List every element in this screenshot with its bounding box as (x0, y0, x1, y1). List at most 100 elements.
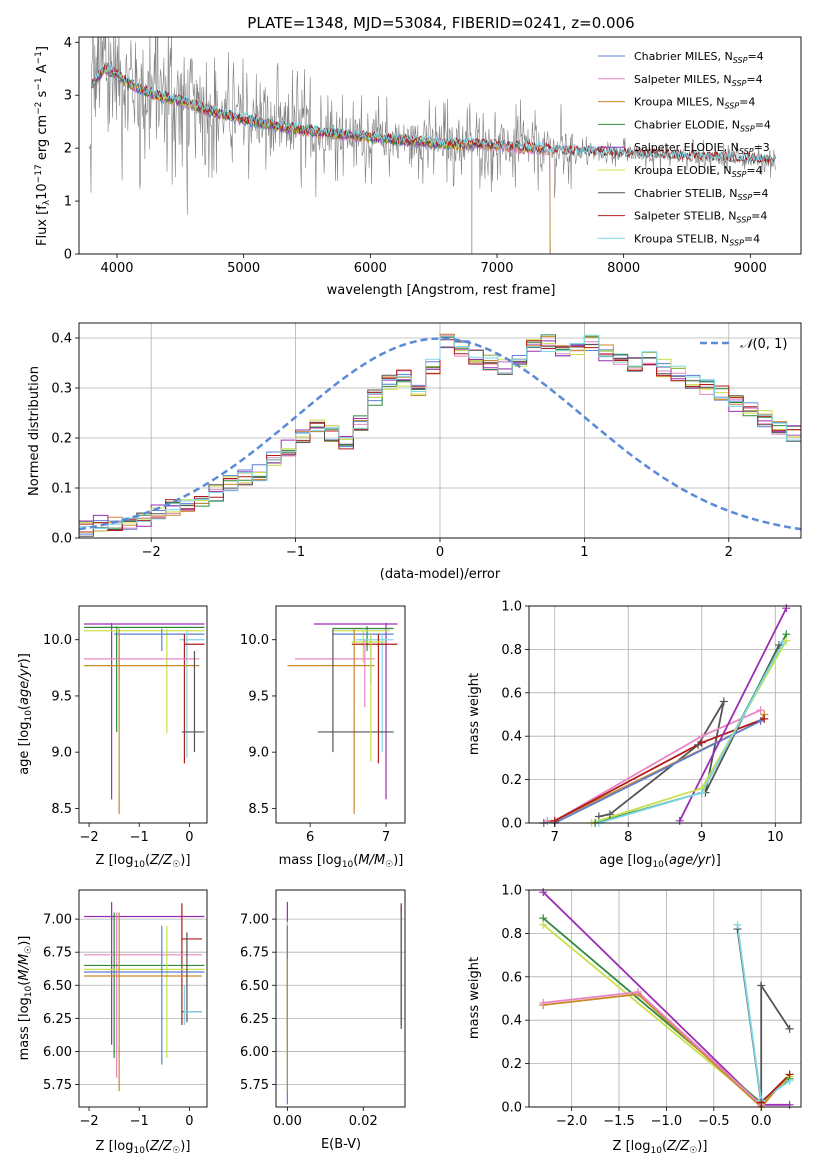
p5-ytick-label-2: 6.25 (43, 1012, 72, 1027)
residuals-xlabel: (data-model)/error (380, 567, 501, 582)
p1-marks (79, 333, 801, 537)
p7-line-kroupa-stelib (736, 924, 791, 1103)
p4-marker-salpeter-miles-0 (543, 816, 552, 825)
mass-vs-z-xlabel: Z [log10(Z/Z☉)] (96, 1139, 191, 1156)
mass-vs-ebv-panel: 0.00 0.02 5.75 6.00 6.25 6.50 6.75 7.00 E(B-V) (240, 889, 406, 1152)
mw-vs-age-ylabel: mass weight (467, 673, 482, 755)
p7-marker-chabrier-stelib-2 (757, 981, 766, 990)
spectrum-legend: Chabrier MILES, NSSP=4 Salpeter MILES, NS… (598, 50, 771, 247)
p0-xtick-label-5: 9000 (734, 261, 767, 276)
p5-xtick-label-2: 0 (185, 1114, 193, 1129)
p2-ytick-label-3: 10.0 (43, 633, 72, 648)
spectrum-ticks: 4000 5000 6000 7000 8000 9000 0 1 2 3 4 (64, 36, 802, 276)
ylabel-part-c: 10 (35, 183, 50, 200)
hist-kroupa-stelib (79, 334, 801, 529)
p7-marker-salpeter-miles-1 (633, 987, 642, 996)
p2-xtick-label-1: −1 (130, 830, 149, 845)
mw-vs-age-xlabel: age [log10(age/yr)] (599, 853, 721, 870)
p1-xtick-label-4: 2 (725, 545, 733, 560)
p3-ytick-label-2: 9.5 (248, 689, 269, 704)
p3-xtick-label-1: 7 (382, 830, 390, 845)
p5-ytick-label-5: 7.00 (43, 913, 72, 928)
age-vs-z-plot-area (84, 622, 205, 815)
p0-ytick-label-0: 0 (64, 248, 72, 263)
p7-ytick-label-0: 0.0 (501, 1101, 522, 1116)
p7-marker-salpeter-stelib-1 (785, 1070, 794, 1079)
p0-ytick-label-2: 2 (64, 142, 72, 157)
p4-line-kroupa-miles (543, 714, 765, 823)
p4-xtick-label-1: 8 (624, 830, 632, 845)
hist-kroupa-elodie (79, 335, 801, 532)
ylabel-part-d: −17 (34, 164, 44, 183)
p7-xtick-label-2: −1.0 (651, 1114, 683, 1129)
model-line-kroupa-stelib (91, 61, 777, 165)
p7-ytick-label-4: 0.8 (501, 927, 522, 942)
mass-vs-z-panel: −2 −1 0 5.75 6.00 6.25 6.50 6.75 7.00 Z [log10(Z… (17, 889, 208, 1156)
mw-vs-age-plot-area (529, 604, 801, 827)
legend-label-salpeter-miles: Salpeter MILES, NSSP=4 (634, 73, 763, 88)
p7-line-salpeter-miles (543, 991, 762, 1106)
p0-xtick-label-3: 7000 (480, 261, 513, 276)
p6-ytick-label-5: 7.00 (240, 913, 269, 928)
mass-vs-z-plot-area (79, 901, 207, 1092)
p6-xtick-label-1: 0.02 (349, 1114, 378, 1129)
ylabel-part-e: erg cm (35, 115, 50, 164)
age-vs-mass-ticks: 6 7 8.5 9.0 9.5 10.0 (240, 605, 406, 845)
p4-ytick-label-3: 0.6 (501, 686, 522, 701)
p1-ytick-label-3: 0.3 (51, 382, 72, 397)
mw-vs-z-ticks: −2.0 −1.5 −1.0 −0.5 0.0 0.0 0.2 0.4 0.6 0.8 1.0 (501, 884, 802, 1129)
p7-marker-salpeter-elodie-2 (785, 1100, 794, 1109)
ylabel-part-i: A (35, 64, 50, 77)
p3-ytick-label-0: 8.5 (248, 802, 269, 817)
p4-ytick-label-2: 0.4 (501, 730, 522, 745)
p0-frame (78, 36, 802, 255)
mw-vs-age-ticks: 7 8 9 10 0.0 0.2 0.4 0.6 0.8 1.0 (501, 600, 802, 845)
legend-label-salpeter-elodie: Salpeter ELODIE, NSSP=3 (634, 141, 770, 156)
p1-xtick-label-2: 0 (436, 545, 444, 560)
legend-label-chabrier-miles: Chabrier MILES, NSSP=4 (634, 50, 764, 65)
p7-frame (528, 889, 802, 1108)
p4-marker-kroupa-stelib-1 (697, 788, 706, 797)
mass-vs-ebv-plot-area (276, 901, 405, 1105)
ylabel-part-h: −1 (34, 77, 44, 90)
p7-xtick-label-0: −2.0 (556, 1114, 588, 1129)
data-spectrum-line (88, 37, 776, 215)
p0-ytick-label-4: 4 (64, 36, 72, 51)
p7-ytick-label-2: 0.4 (501, 1014, 522, 1029)
p3-xtick-label-0: 6 (306, 830, 314, 845)
age-vs-mass-xlabel: mass [log10(M/M☉)] (279, 853, 404, 870)
p0-marks (88, 37, 777, 254)
p4-marker-kroupa-stelib-2 (778, 638, 787, 647)
p7-marker-kroupa-elodie-0 (539, 920, 548, 929)
hist-chabrier-elodie (79, 334, 801, 529)
spectrum-xlabel: wavelength [Angstrom, rest frame] (327, 283, 556, 298)
mass-vs-z-ticks: −2 −1 0 5.75 6.00 6.25 6.50 6.75 7.00 (43, 889, 208, 1129)
age-vs-z-xlabel: Z [log10(Z/Z☉)] (96, 853, 191, 870)
p1-ytick-label-0: 0.0 (51, 532, 72, 547)
p4-marker-chabrier-stelib-3 (719, 697, 728, 706)
p7-marker-salpeter-stelib-0 (757, 1098, 766, 1107)
p2-frame (78, 605, 208, 824)
p7-marker-chabrier-stelib-3 (785, 1024, 794, 1033)
hist-salpeter-stelib (79, 339, 801, 531)
p4-xtick-label-3: 10 (767, 830, 784, 845)
p4-xtick-label-0: 7 (551, 830, 559, 845)
p5-xtick-label-1: −1 (130, 1114, 149, 1129)
p5-ytick-label-3: 6.50 (43, 979, 72, 994)
ylabel-part-a: Flux [f (35, 205, 50, 246)
p7-ytick-label-3: 0.6 (501, 970, 522, 985)
p1-ytick-label-1: 0.1 (51, 482, 72, 497)
ylabel-part-f: −2 (34, 102, 44, 115)
p1-ytick-label-2: 0.2 (51, 432, 72, 447)
p4-frame (528, 605, 802, 824)
p7-xtick-label-3: −0.5 (698, 1114, 730, 1129)
p7-marker-kroupa-stelib-0 (733, 920, 742, 929)
p6-ytick-label-2: 6.25 (240, 1012, 269, 1027)
age-vs-mass-plot-area (287, 622, 398, 815)
gauss-legend-label: 𝒩(0, 1) (740, 337, 787, 352)
p4-ytick-label-4: 0.8 (501, 643, 522, 658)
p4-line-chabrier-stelib (598, 644, 780, 818)
p5-marks (84, 901, 205, 1092)
p6-ytick-label-3: 6.50 (240, 979, 269, 994)
